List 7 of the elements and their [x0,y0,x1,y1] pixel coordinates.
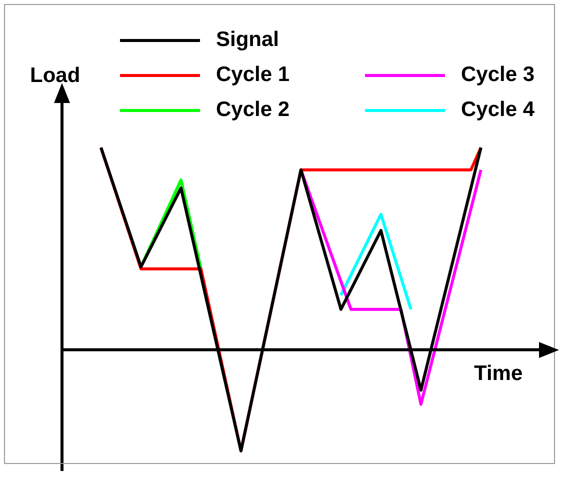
legend-label: Cycle 1 [216,63,290,87]
x-axis-title: Time [474,362,523,386]
legend-label: Cycle 2 [216,98,290,122]
legend-label: Signal [216,28,280,52]
legend-label: Cycle 3 [461,63,535,87]
y-axis-title: Load [30,64,80,88]
legend-label: Cycle 4 [461,98,535,122]
